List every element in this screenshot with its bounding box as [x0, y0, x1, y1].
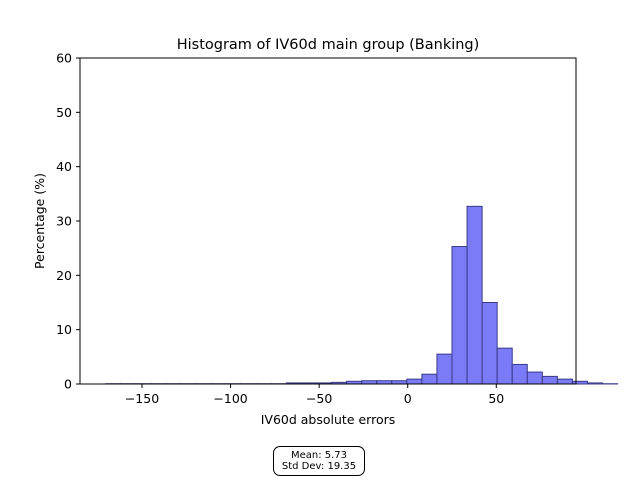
- histogram-bar: [451, 246, 468, 385]
- bars-group: [105, 205, 619, 385]
- histogram-bar: [436, 353, 453, 385]
- histogram-bar: [466, 205, 483, 385]
- y-tick-label: 20: [56, 268, 72, 283]
- x-tick-label: 50: [488, 391, 504, 406]
- histogram-bar: [526, 371, 543, 385]
- y-tick-label: 30: [56, 214, 72, 229]
- histogram-bar: [541, 375, 558, 385]
- x-tick-label: −50: [306, 391, 332, 406]
- y-tick-label: 60: [56, 51, 72, 66]
- x-tick-label: −100: [213, 391, 247, 406]
- x-tick-label: −150: [125, 391, 159, 406]
- histogram-bar: [406, 378, 423, 385]
- histogram-bar: [496, 347, 513, 385]
- histogram-bar: [511, 363, 528, 385]
- y-tick-label: 0: [64, 377, 72, 392]
- histogram-bar: [556, 378, 573, 385]
- mean-text: Mean: 5.73: [290, 450, 348, 461]
- histogram-bar: [421, 373, 438, 385]
- stats-box: Mean: 5.73 Std Dev: 19.35: [273, 446, 365, 476]
- histogram-bar: [481, 302, 498, 385]
- y-axis-label: Percentage (%): [32, 173, 47, 269]
- histogram-bar: [587, 382, 604, 385]
- y-tick-label: 50: [56, 105, 72, 120]
- chart-title: Histogram of IV60d main group (Banking): [177, 37, 480, 53]
- y-tick-label: 40: [56, 159, 72, 174]
- std-dev-text: Std Dev: 19.35: [281, 461, 357, 472]
- y-axis-ticks: 0 10 20 30 40 50 60: [56, 51, 80, 392]
- plot-frame: [79, 57, 577, 385]
- x-tick-label: 0: [404, 391, 412, 406]
- x-axis-label: IV60d absolute errors: [261, 412, 396, 427]
- y-tick-label: 10: [56, 322, 72, 337]
- x-axis-ticks: −150 −100 −50 0 50: [125, 384, 504, 406]
